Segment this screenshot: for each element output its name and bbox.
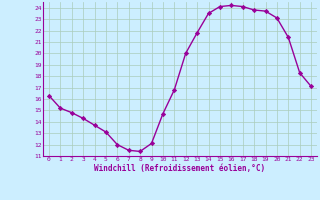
X-axis label: Windchill (Refroidissement éolien,°C): Windchill (Refroidissement éolien,°C) [94, 164, 266, 172]
